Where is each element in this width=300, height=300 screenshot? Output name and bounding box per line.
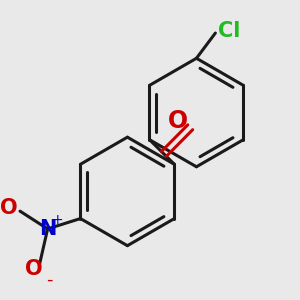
Text: -: - [46,271,53,289]
Text: N: N [39,219,56,239]
Text: O: O [0,198,18,218]
Text: +: + [52,213,63,227]
Text: O: O [25,259,43,279]
Text: Cl: Cl [218,21,240,41]
Text: O: O [168,109,188,133]
